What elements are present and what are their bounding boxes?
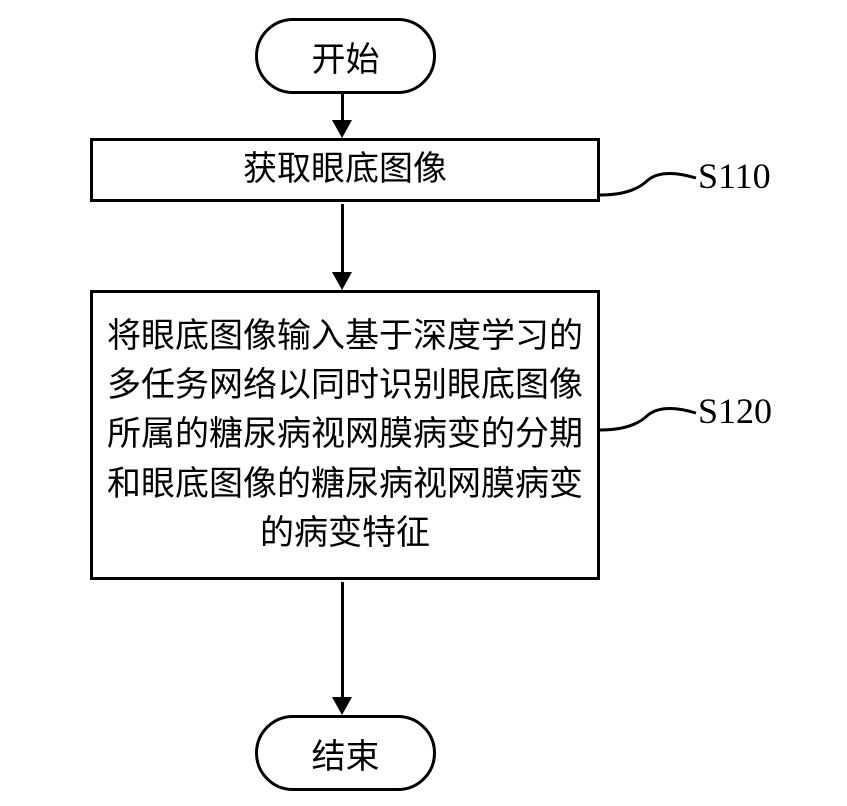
connector-s110: [598, 160, 698, 210]
edge-start-step1: [341, 91, 344, 122]
step2-node: 将眼底图像输入基于深度学习的多任务网络以同时识别眼底图像所属的糖尿病视网膜病变的…: [90, 290, 600, 580]
end-node: 结束: [255, 715, 436, 791]
end-label: 结束: [312, 729, 380, 778]
edge-start-step1-head: [332, 120, 352, 138]
step2-text: 将眼底图像输入基于深度学习的多任务网络以同时识别眼底图像所属的糖尿病视网膜病变的…: [103, 312, 587, 558]
edge-step2-end: [341, 582, 344, 699]
label-s110: S110: [698, 155, 771, 197]
label-s120: S120: [698, 390, 772, 432]
step1-node: 获取眼底图像: [90, 138, 600, 202]
edge-step1-step2: [341, 204, 344, 274]
edge-step2-end-head: [332, 697, 352, 715]
step1-text: 获取眼底图像: [243, 145, 447, 194]
flowchart-canvas: 开始 获取眼底图像 S110 将眼底图像输入基于深度学习的多任务网络以同时识别眼…: [0, 0, 847, 806]
start-node: 开始: [255, 18, 436, 94]
start-label: 开始: [312, 32, 380, 81]
connector-s120: [598, 395, 698, 445]
edge-step1-step2-head: [332, 272, 352, 290]
